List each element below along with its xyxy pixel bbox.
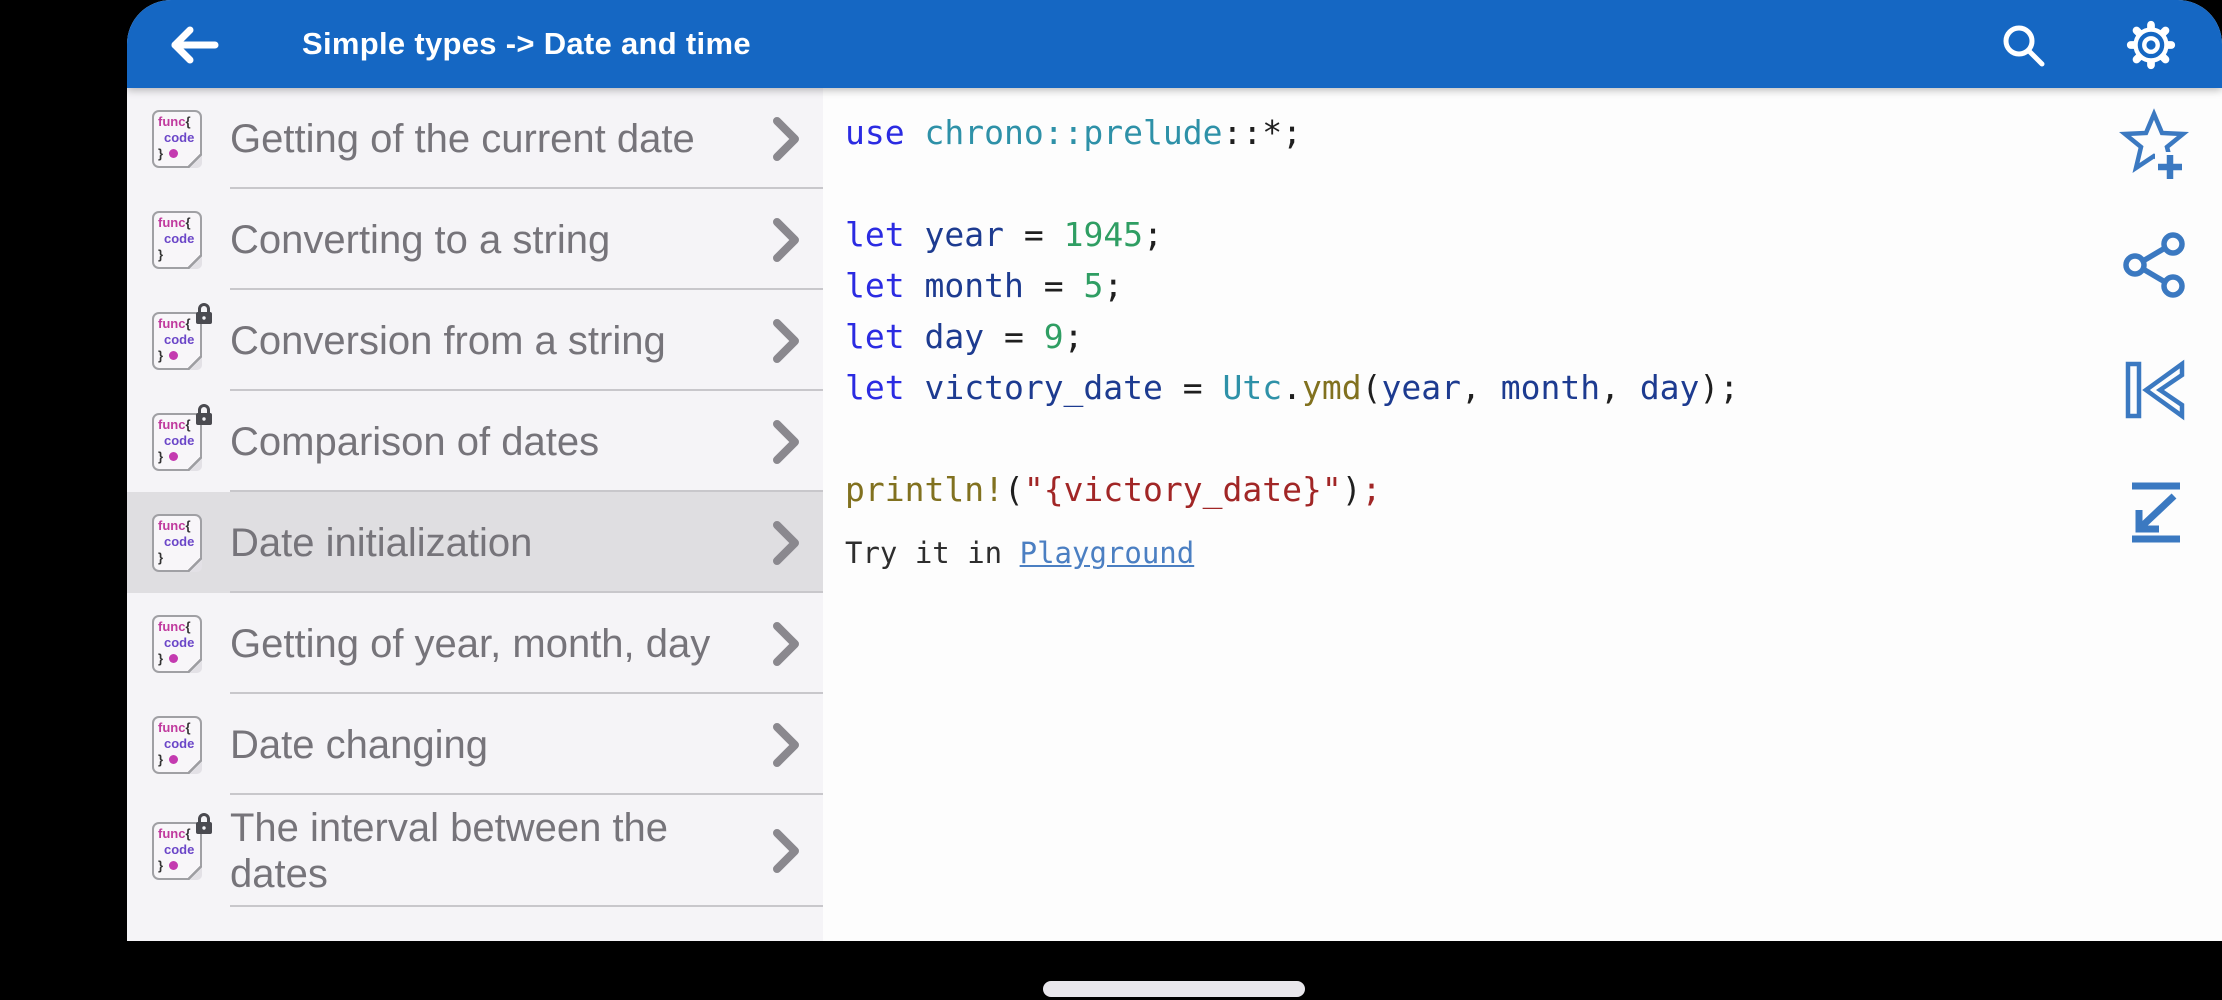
playground-link[interactable]: Playground: [1019, 536, 1195, 570]
chevron-right-icon: [773, 520, 799, 565]
sidebar-item[interactable]: func{code} Date changing: [127, 694, 823, 795]
try-it-text: Try it in: [845, 536, 1020, 570]
search-icon: [2003, 25, 2045, 67]
chevron-right-icon: [773, 621, 799, 666]
doc-code-icon: func{code}: [152, 302, 212, 370]
chevron-right-icon: [773, 829, 799, 873]
share-button[interactable]: [2118, 228, 2192, 302]
code-line: use chrono::prelude::*;: [845, 113, 1302, 152]
dot-badge: [169, 754, 179, 764]
doc-code-icon: func{code}: [152, 403, 212, 471]
code-line: let month = 5;: [845, 266, 1124, 305]
sidebar-item-label: The interval between the dates: [230, 806, 669, 896]
skip-to-start-icon: [2125, 359, 2185, 421]
sidebar-item-label: Comparison of dates: [230, 419, 600, 464]
code-snippet: use chrono::prelude::*; let year = 1945;…: [823, 88, 2222, 521]
collapse-arrow-icon: [2132, 482, 2180, 543]
dot-badge: [169, 148, 179, 158]
code-line: [845, 164, 2222, 215]
back-arrow-icon: [171, 26, 219, 64]
skip-to-start-button[interactable]: [2118, 353, 2192, 427]
sidebar-item[interactable]: func{code} Getting of the current date: [127, 88, 823, 189]
favorite-add-button[interactable]: [2118, 108, 2192, 182]
home-handle[interactable]: [1043, 981, 1305, 997]
doc-code-icon: func{code}: [152, 614, 202, 673]
try-it-line: Try it in Playground: [845, 536, 2222, 570]
sidebar-item-label: Conversion from a string: [230, 318, 666, 363]
doc-code-icon: func{code}: [152, 813, 212, 880]
dot-badge: [169, 451, 179, 461]
chevron-right-icon: [773, 116, 799, 161]
star-plus-icon: [2119, 108, 2189, 182]
dot-badge: [169, 861, 179, 870]
app-window: Simple types -> Date and time: [127, 0, 2222, 941]
dot-badge: [169, 653, 179, 663]
code-line: [845, 419, 2222, 470]
doc-code-icon: func{code}: [152, 513, 202, 572]
chevron-right-icon: [773, 722, 799, 767]
app-header: Simple types -> Date and time: [127, 0, 2222, 88]
share-icon: [2123, 232, 2185, 298]
code-pane: use chrono::prelude::*; let year = 1945;…: [823, 88, 2222, 941]
page-title: Simple types -> Date and time: [302, 26, 751, 61]
sidebar-item-label: Date changing: [230, 722, 488, 767]
sidebar-item[interactable]: func{code} Date initialization: [127, 492, 823, 593]
doc-code-icon: func{code}: [152, 109, 202, 168]
collapse-button[interactable]: [2118, 475, 2192, 549]
chevron-right-icon: [773, 318, 799, 363]
chevron-right-icon: [773, 419, 799, 464]
code-line: let year = 1945;: [845, 215, 1163, 254]
code-line: let day = 9;: [845, 317, 1084, 356]
lock-icon: [196, 813, 212, 834]
code-line: println!("{victory_date}");: [845, 470, 1382, 509]
dot-badge: [169, 350, 179, 360]
sidebar-item[interactable]: func{code} Getting of year, month, day: [127, 593, 823, 694]
sidebar-item-label: Getting of year, month, day: [230, 621, 711, 666]
lock-icon: [196, 302, 212, 324]
back-button[interactable]: [166, 17, 222, 73]
sidebar-item-label: Date initialization: [230, 520, 533, 565]
code-line: let victory_date = Utc.ymd(year, month, …: [845, 368, 1740, 407]
sidebar-item-label: Converting to a string: [230, 217, 611, 262]
sidebar-item-label: Getting of the current date: [230, 116, 695, 161]
sidebar-item[interactable]: func{code} Comparison of dates: [127, 391, 823, 492]
chevron-right-icon: [773, 217, 799, 262]
doc-code-icon: func{code}: [152, 210, 202, 269]
sidebar-item[interactable]: func{code} Conversion from a string: [127, 290, 823, 391]
sidebar-item[interactable]: func{code} The interval between the dates: [127, 795, 823, 907]
sidebar-item[interactable]: func{code} Converting to a string: [127, 189, 823, 290]
topics-sidebar: func{code} Getting of the current date fun…: [127, 88, 823, 941]
gear-icon: [2126, 20, 2176, 70]
settings-button[interactable]: [2123, 17, 2179, 73]
search-button[interactable]: [1995, 17, 2051, 73]
doc-code-icon: func{code}: [152, 715, 202, 774]
lock-icon: [196, 403, 212, 425]
